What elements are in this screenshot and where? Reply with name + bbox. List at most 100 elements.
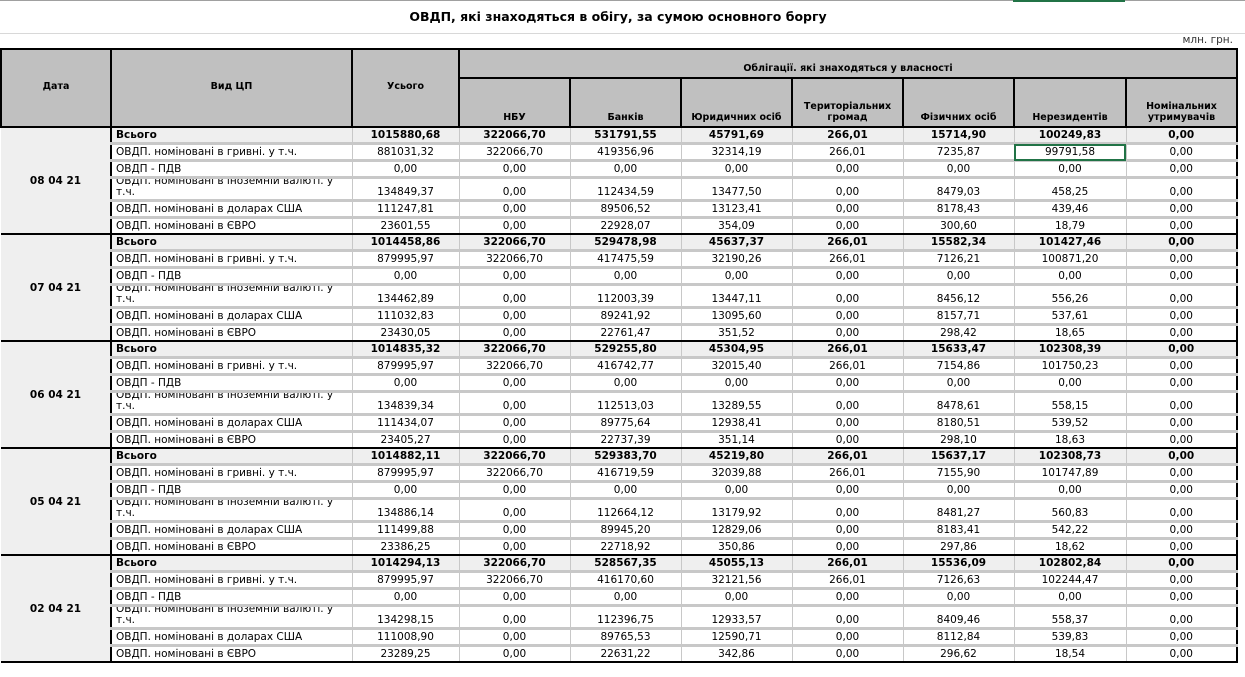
value-cell[interactable]: 22928,07 (569, 217, 682, 235)
row-label[interactable]: ОВДП. номіновані в ЄВРО (110, 538, 353, 556)
total-cell[interactable]: 111008,90 (351, 628, 460, 647)
value-cell[interactable]: 0,00 (791, 414, 904, 433)
row-label[interactable]: ОВДП. номіновані в ЄВРО (110, 324, 353, 342)
value-cell[interactable]: 529478,98 (569, 234, 682, 252)
date-cell[interactable]: 08 04 21 (1, 127, 112, 235)
row-label[interactable]: ОВДП. номіновані в гривні. у т.ч. (110, 357, 353, 376)
value-cell[interactable]: 112513,03 (569, 391, 682, 416)
value-cell[interactable]: 0,00 (1013, 160, 1127, 179)
value-cell[interactable]: 0,00 (1125, 538, 1238, 556)
value-cell[interactable]: 0,00 (1125, 571, 1238, 590)
value-cell[interactable]: 15637,17 (902, 448, 1015, 466)
value-cell[interactable]: 0,00 (902, 481, 1015, 500)
value-cell[interactable]: 0,00 (458, 284, 571, 309)
value-cell[interactable]: 0,00 (569, 588, 682, 607)
row-label[interactable]: ОВДП - ПДВ (110, 160, 353, 179)
value-cell[interactable]: 101427,46 (1013, 234, 1127, 252)
row-label[interactable]: ОВДП. номіновані в іноземній валюті. у т… (110, 391, 353, 416)
value-cell[interactable]: 100871,20 (1013, 250, 1127, 269)
total-cell[interactable]: 134298,15 (351, 605, 460, 630)
value-cell[interactable]: 0,00 (791, 177, 904, 202)
value-cell[interactable]: 322066,70 (458, 448, 571, 466)
value-cell[interactable]: 537,61 (1013, 307, 1127, 326)
value-cell[interactable]: 15582,34 (902, 234, 1015, 252)
value-cell[interactable]: 322066,70 (458, 464, 571, 483)
header-owner-group[interactable]: Облігації. які знаходяться у власності (458, 48, 1238, 79)
value-cell[interactable]: 45791,69 (680, 127, 793, 145)
value-cell[interactable]: 0,00 (1013, 588, 1127, 607)
value-cell[interactable]: 350,86 (680, 538, 793, 556)
value-cell[interactable]: 539,83 (1013, 628, 1127, 647)
row-label[interactable]: ОВДП. номіновані в ЄВРО (110, 645, 353, 663)
row-label[interactable]: ОВДП. номіновані в гривні. у т.ч. (110, 571, 353, 590)
value-cell[interactable]: 18,54 (1013, 645, 1127, 663)
total-cell[interactable]: 111499,88 (351, 521, 460, 540)
row-label[interactable]: Всього (110, 448, 353, 466)
value-cell[interactable]: 0,00 (458, 177, 571, 202)
value-cell[interactable]: 89775,64 (569, 414, 682, 433)
total-cell[interactable]: 879995,97 (351, 250, 460, 269)
row-label[interactable]: ОВДП. номіновані в іноземній валюті. у т… (110, 605, 353, 630)
total-cell[interactable]: 1014882,11 (351, 448, 460, 466)
total-cell[interactable]: 134849,37 (351, 177, 460, 202)
value-cell[interactable]: 0,00 (791, 267, 904, 286)
value-cell[interactable]: 0,00 (791, 498, 904, 523)
value-cell[interactable]: 0,00 (1125, 448, 1238, 466)
value-cell[interactable]: 322066,70 (458, 571, 571, 590)
value-cell[interactable]: 322066,70 (458, 127, 571, 145)
total-cell[interactable]: 0,00 (351, 267, 460, 286)
row-label[interactable]: ОВДП - ПДВ (110, 267, 353, 286)
value-cell[interactable]: 539,52 (1013, 414, 1127, 433)
value-cell[interactable]: 15714,90 (902, 127, 1015, 145)
value-cell[interactable]: 22718,92 (569, 538, 682, 556)
value-cell[interactable]: 0,00 (1013, 267, 1127, 286)
value-cell[interactable]: 0,00 (1125, 284, 1238, 309)
value-cell[interactable]: 298,42 (902, 324, 1015, 342)
value-cell[interactable]: 0,00 (1125, 267, 1238, 286)
header-col-0[interactable]: НБУ (458, 77, 571, 128)
value-cell[interactable]: 101747,89 (1013, 464, 1127, 483)
row-label[interactable]: ОВДП. номіновані в іноземній валюті. у т… (110, 284, 353, 309)
value-cell[interactable]: 45219,80 (680, 448, 793, 466)
value-cell[interactable]: 0,00 (1013, 481, 1127, 500)
value-cell[interactable]: 13179,92 (680, 498, 793, 523)
row-label[interactable]: ОВДП. номіновані в ЄВРО (110, 217, 353, 235)
value-cell[interactable]: 101750,23 (1013, 357, 1127, 376)
value-cell[interactable]: 439,46 (1013, 200, 1127, 219)
value-cell[interactable]: 0,00 (791, 160, 904, 179)
value-cell[interactable]: 8178,43 (902, 200, 1015, 219)
value-cell[interactable]: 419356,96 (569, 143, 682, 162)
total-cell[interactable]: 1014835,32 (351, 341, 460, 359)
row-label[interactable]: ОВДП. номіновані в гривні. у т.ч. (110, 143, 353, 162)
value-cell[interactable]: 8479,03 (902, 177, 1015, 202)
value-cell[interactable]: 266,01 (791, 571, 904, 590)
total-cell[interactable]: 23289,25 (351, 645, 460, 663)
value-cell[interactable]: 22761,47 (569, 324, 682, 342)
value-cell[interactable]: 8481,27 (902, 498, 1015, 523)
total-cell[interactable]: 0,00 (351, 374, 460, 393)
value-cell[interactable]: 0,00 (569, 481, 682, 500)
row-label[interactable]: Всього (110, 234, 353, 252)
value-cell[interactable]: 0,00 (1125, 341, 1238, 359)
value-cell[interactable]: 0,00 (569, 267, 682, 286)
value-cell[interactable]: 0,00 (458, 307, 571, 326)
value-cell[interactable]: 0,00 (680, 481, 793, 500)
value-cell[interactable]: 0,00 (458, 645, 571, 663)
value-cell[interactable]: 18,65 (1013, 324, 1127, 342)
value-cell[interactable]: 416742,77 (569, 357, 682, 376)
value-cell[interactable]: 0,00 (1125, 481, 1238, 500)
value-cell[interactable]: 417475,59 (569, 250, 682, 269)
value-cell[interactable]: 560,83 (1013, 498, 1127, 523)
value-cell[interactable]: 13477,50 (680, 177, 793, 202)
value-cell[interactable]: 0,00 (1125, 324, 1238, 342)
value-cell[interactable]: 32039,88 (680, 464, 793, 483)
value-cell[interactable]: 12938,41 (680, 414, 793, 433)
value-cell[interactable]: 112664,12 (569, 498, 682, 523)
row-label[interactable]: ОВДП. номіновані в доларах США (110, 307, 353, 326)
value-cell[interactable]: 0,00 (1125, 177, 1238, 202)
value-cell[interactable]: 18,79 (1013, 217, 1127, 235)
header-col-3[interactable]: Територіальних громад (791, 77, 904, 128)
total-cell[interactable]: 1014458,86 (351, 234, 460, 252)
value-cell[interactable]: 0,00 (902, 588, 1015, 607)
value-cell[interactable]: 0,00 (791, 431, 904, 449)
